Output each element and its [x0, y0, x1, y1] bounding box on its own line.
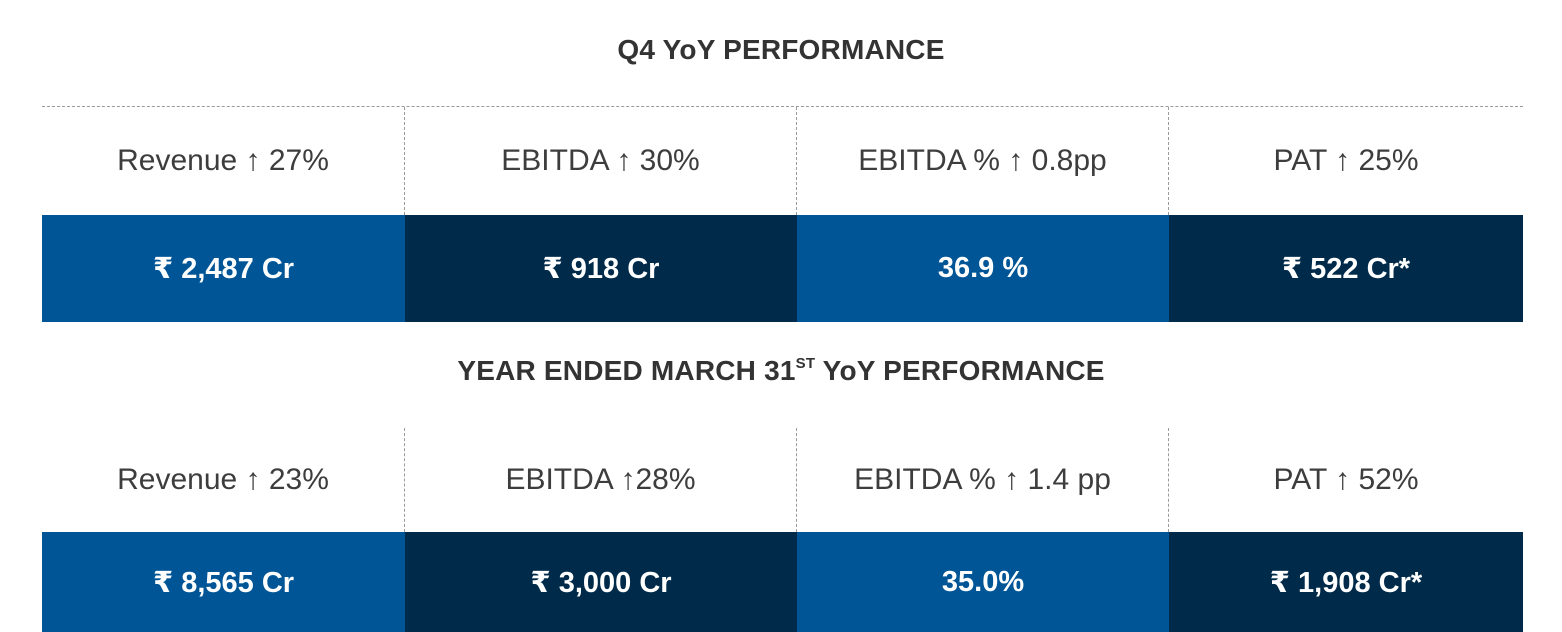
q4-value-row: ₹ 2,487 Cr ₹ 918 Cr 36.9 % ₹ 522 Cr* [42, 215, 1523, 322]
annual-value-row: ₹ 8,565 Cr ₹ 3,000 Cr 35.0% ₹ 1,908 Cr* [42, 532, 1523, 632]
annual-label-row: Revenue ↑ 23% EBITDA ↑28% EBITDA % ↑ 1.4… [42, 428, 1523, 532]
annual-ebitda-label: EBITDA ↑28% [405, 428, 797, 532]
q4-ebitda-value: ₹ 918 Cr [405, 215, 797, 322]
q4-revenue-value: ₹ 2,487 Cr [42, 215, 405, 322]
annual-pat-value: ₹ 1,908 Cr* [1169, 532, 1523, 632]
annual-revenue-label: Revenue ↑ 23% [42, 428, 405, 532]
q4-ebitda-label: EBITDA ↑ 30% [405, 107, 797, 215]
annual-ebitda-margin-value: 35.0% [797, 532, 1169, 632]
annual-section-title: YEAR ENDED MARCH 31ST YoY PERFORMANCE [0, 355, 1562, 387]
annual-title-superscript: ST [795, 354, 816, 372]
q4-section-title: Q4 YoY PERFORMANCE [617, 34, 945, 65]
q4-pat-label: PAT ↑ 25% [1273, 144, 1419, 177]
q4-revenue-label: Revenue ↑ 27% [42, 107, 405, 215]
q4-ebitda-margin-label: EBITDA % ↑ 0.8pp [797, 107, 1169, 215]
annual-ebitda-value: ₹ 3,000 Cr [405, 532, 797, 632]
annual-title-tail: YoY PERFORMANCE [815, 355, 1105, 386]
annual-revenue-value: ₹ 8,565 Cr [42, 532, 405, 632]
q4-label-row: Revenue ↑ 27% EBITDA ↑ 30% EBITDA % ↑ 0.… [42, 107, 1523, 215]
annual-ebitda-margin-label: EBITDA % ↑ 1.4 pp [797, 428, 1169, 532]
q4-metrics-grid: Revenue ↑ 27% EBITDA ↑ 30% EBITDA % ↑ 0.… [42, 106, 1523, 322]
annual-pat-label: PAT ↑ 52% [1273, 463, 1419, 496]
annual-metrics-grid: Revenue ↑ 23% EBITDA ↑28% EBITDA % ↑ 1.4… [42, 428, 1523, 632]
q4-ebitda-margin-value: 36.9 % [797, 215, 1169, 322]
q4-pat-value: ₹ 522 Cr* [1169, 215, 1523, 322]
annual-title-main: YEAR ENDED MARCH 31 [457, 355, 796, 386]
